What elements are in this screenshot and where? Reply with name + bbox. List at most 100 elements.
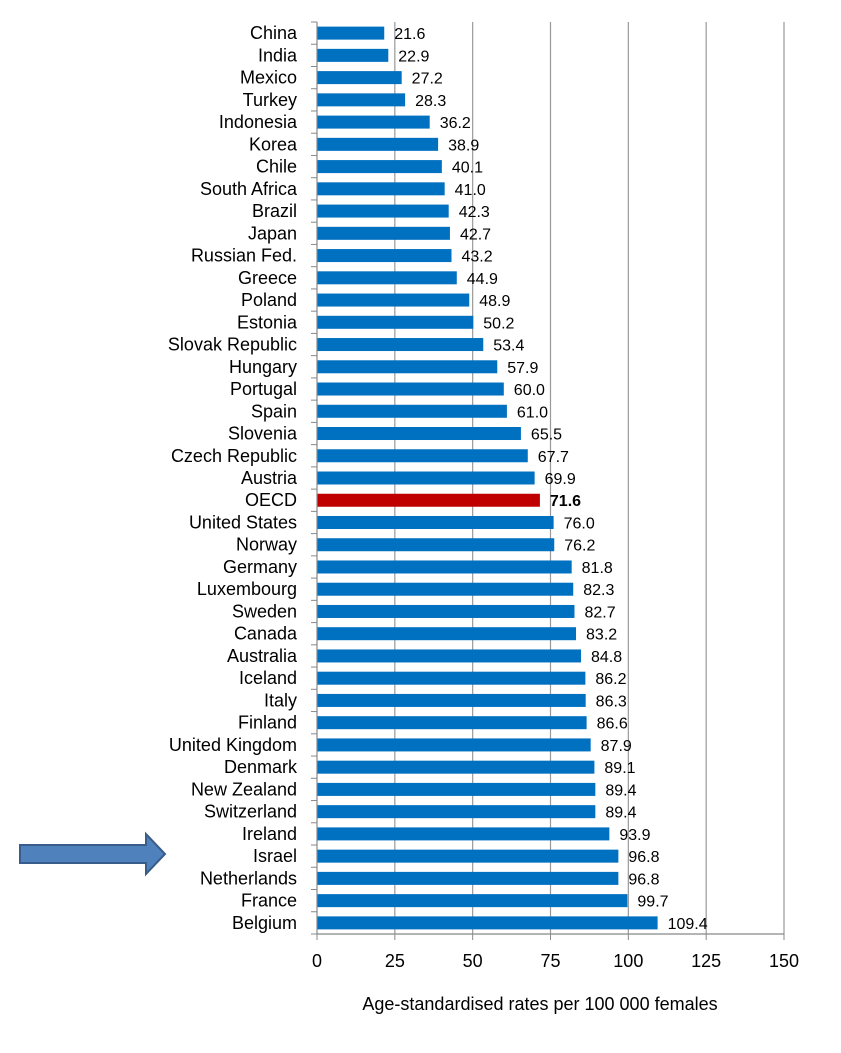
category-label: Luxembourg [197,579,297,599]
bar-denmark [317,760,595,774]
bar-portugal [317,382,504,396]
category-label: Israel [253,846,297,866]
x-tick-label: 75 [540,951,560,971]
bar-slovak-republic [317,338,484,352]
category-label: Germany [223,557,297,577]
category-label: Norway [236,535,297,555]
category-label: Canada [234,624,298,644]
data-label: 81.8 [582,560,613,577]
category-label: Korea [249,134,298,154]
data-label: 93.9 [619,827,650,844]
bar-south-africa [317,182,445,196]
category-label: Slovenia [228,424,298,444]
data-label: 36.2 [440,115,471,132]
category-label: Greece [238,268,297,288]
data-label: 83.2 [586,627,617,644]
category-label: Denmark [224,757,298,777]
bar-norway [317,538,555,552]
category-label: Mexico [240,68,297,88]
category-label: Portugal [230,379,297,399]
bar-russian-fed- [317,249,452,263]
x-tick-label: 50 [463,951,483,971]
data-label: 99.7 [637,894,668,911]
data-label: 44.9 [467,271,498,288]
category-label: France [241,891,297,911]
data-label: 82.7 [584,604,615,621]
bar-belgium [317,916,658,930]
x-tick-label: 100 [613,951,643,971]
bar-slovenia [317,427,521,441]
category-label: Italy [264,690,297,710]
bar-israel [317,849,619,863]
bar-china [317,26,385,40]
bar-korea [317,137,439,151]
bar-mexico [317,71,402,85]
data-label: 89.4 [605,805,636,822]
data-label: 76.2 [564,538,595,555]
category-label: Turkey [243,90,297,110]
category-label: Austria [241,468,298,488]
arrow-annotation [19,831,167,877]
data-label: 42.3 [459,204,490,221]
data-label: 87.9 [601,738,632,755]
data-label: 71.6 [550,493,581,510]
data-label: 89.1 [604,760,635,777]
bar-australia [317,649,582,663]
bar-hungary [317,360,498,374]
data-label: 42.7 [460,226,491,243]
category-label: Finland [238,713,297,733]
x-tick-label: 25 [385,951,405,971]
category-label: Spain [251,401,297,421]
bar-oecd [317,493,540,507]
data-label: 41.0 [455,182,486,199]
data-label: 89.4 [605,782,636,799]
bar-czech-republic [317,449,528,463]
data-label: 96.8 [628,871,659,888]
category-label: Australia [227,646,298,666]
bar-spain [317,404,507,418]
bar-finland [317,716,587,730]
bar-japan [317,226,450,240]
category-label: Hungary [229,357,297,377]
data-label: 53.4 [493,338,524,355]
data-label: 60.0 [514,382,545,399]
data-label: 21.6 [394,26,425,43]
data-label: 38.9 [448,137,479,154]
category-label: Estonia [237,312,298,332]
bar-greece [317,271,457,285]
category-label: Iceland [239,668,297,688]
data-label: 61.0 [517,404,548,421]
data-label: 86.6 [597,716,628,733]
category-label: Slovak Republic [168,335,297,355]
data-label: 57.9 [507,360,538,377]
bar-indonesia [317,115,430,129]
data-label: 86.2 [595,671,626,688]
bar-turkey [317,93,406,107]
data-label: 109.4 [668,916,708,933]
bar-brazil [317,204,449,218]
category-label: Sweden [232,601,297,621]
category-label: Russian Fed. [191,246,297,266]
data-label: 27.2 [412,71,443,88]
x-tick-label: 125 [691,951,721,971]
bar-switzerland [317,805,596,819]
category-label: Poland [241,290,297,310]
bar-india [317,48,389,62]
data-label: 86.3 [596,693,627,710]
category-label: United States [189,512,297,532]
bar-netherlands [317,871,619,885]
bar-chile [317,160,442,174]
bar-iceland [317,671,586,685]
x-tick-label: 0 [312,951,322,971]
x-axis-label: Age-standardised rates per 100 000 femal… [362,994,717,1014]
data-label: 28.3 [415,93,446,110]
category-label: Ireland [242,824,297,844]
category-label: Indonesia [219,112,298,132]
data-label: 76.0 [564,515,595,532]
bar-poland [317,293,470,307]
bar-ireland [317,827,610,841]
data-label: 48.9 [479,293,510,310]
category-label: New Zealand [191,779,297,799]
bar-canada [317,627,577,641]
